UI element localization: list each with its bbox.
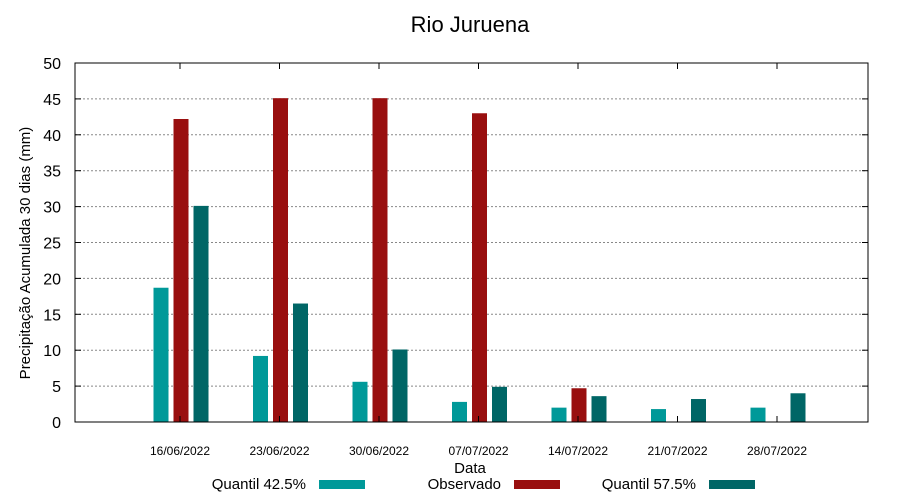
x-tick-label: 21/07/2022 xyxy=(647,444,707,458)
y-axis-label: Precipitação Acumulada 30 dias (mm) xyxy=(17,127,34,380)
x-tick-label: 30/06/2022 xyxy=(349,444,409,458)
y-tick-label: 20 xyxy=(43,271,61,288)
y-tick-label: 30 xyxy=(43,200,61,217)
bars xyxy=(153,98,806,422)
legend-label: Observado xyxy=(428,476,501,493)
x-tick-label: 16/06/2022 xyxy=(150,444,210,458)
y-tick-label: 35 xyxy=(43,164,61,181)
bar xyxy=(472,113,487,422)
y-tick-label: 10 xyxy=(43,343,61,360)
y-tick-label: 45 xyxy=(43,92,61,109)
bar xyxy=(591,396,607,422)
bar xyxy=(750,407,766,422)
legend-swatch xyxy=(709,480,755,489)
bar xyxy=(253,355,268,422)
x-tick-label: 28/07/2022 xyxy=(747,444,807,458)
bar xyxy=(352,381,368,422)
bar xyxy=(492,386,507,422)
legend-item: Quantil 42.5% xyxy=(212,476,365,493)
y-tick-label: 25 xyxy=(43,236,61,253)
legend-item: Quantil 57.5% xyxy=(602,476,755,493)
bar xyxy=(273,98,288,422)
bar xyxy=(153,287,169,422)
x-axis: 16/06/2022 23/06/2022 30/06/2022 07/07/2022… xyxy=(150,63,807,458)
x-tick-label: 07/07/2022 xyxy=(448,444,508,458)
bar xyxy=(790,393,806,422)
chart-title: Rio Juruena xyxy=(411,12,530,37)
y-tick-label: 5 xyxy=(52,379,61,396)
bar xyxy=(452,401,467,422)
bar xyxy=(293,303,308,422)
x-tick-label: 14/07/2022 xyxy=(548,444,608,458)
legend-label: Quantil 57.5% xyxy=(602,476,696,493)
bar xyxy=(691,399,706,422)
y-tick-label: 0 xyxy=(52,415,61,432)
bar xyxy=(571,388,587,422)
bar xyxy=(392,349,408,422)
legend-swatch xyxy=(319,480,365,489)
legend-swatch xyxy=(514,480,560,489)
bar xyxy=(651,409,666,422)
y-tick-label: 15 xyxy=(43,307,61,324)
bar xyxy=(551,407,567,422)
y-tick-label: 40 xyxy=(43,128,61,145)
legend-item: Observado xyxy=(428,476,560,493)
y-axis: 0 5 10 15 20 25 30 35 40 45 50 xyxy=(43,56,868,432)
bar xyxy=(372,98,388,422)
legend: Quantil 42.5% Observado Quantil 57.5% xyxy=(212,476,755,493)
bar xyxy=(173,119,189,422)
x-axis-label: Data xyxy=(454,460,486,477)
legend-label: Quantil 42.5% xyxy=(212,476,306,493)
x-tick-label: 23/06/2022 xyxy=(249,444,309,458)
y-tick-label: 50 xyxy=(43,56,61,73)
bar xyxy=(193,205,209,422)
